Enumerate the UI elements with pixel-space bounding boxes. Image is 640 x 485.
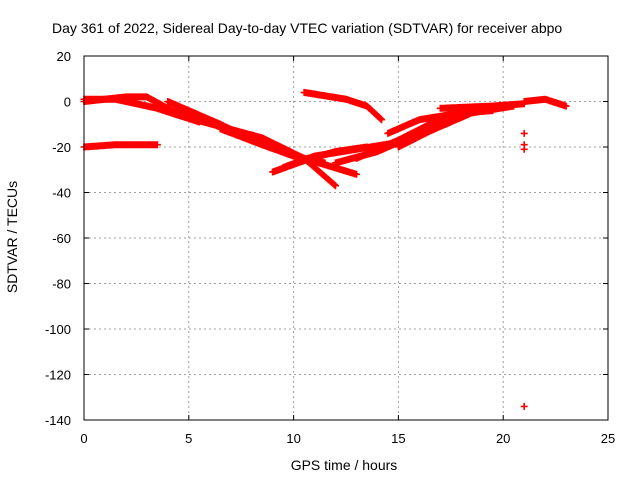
x-tick-label: 0 (80, 431, 87, 446)
y-tick-label: -40 (52, 186, 71, 201)
ticks: 0 5 10 15 20 25 20 0 -20 -40 -60 -80 -100 -120 -140 (45, 49, 615, 446)
x-tick-label: 25 (601, 431, 615, 446)
x-axis-label: GPS time / hours (291, 457, 398, 473)
y-tick-label: 20 (57, 49, 71, 64)
y-tick-label: -80 (52, 277, 71, 292)
y-tick-label: -20 (52, 140, 71, 155)
series-track-16 (520, 129, 528, 410)
series-track-9 (300, 88, 386, 124)
y-axis-label: SDTVAR / TECUs (4, 181, 20, 293)
data-point-markers (436, 100, 528, 112)
data-point-markers (520, 129, 528, 410)
plot-frame (83, 55, 609, 421)
y-tick-label: 0 (64, 95, 71, 110)
series-track-15 (520, 95, 570, 110)
y-tick-label: -120 (45, 368, 71, 383)
x-tick-label: 10 (286, 431, 300, 446)
chart-title: Day 361 of 2022, Sidereal Day-to-day VTE… (52, 20, 562, 36)
data-points (80, 88, 570, 410)
data-point-markers (300, 88, 386, 124)
y-tick-label: -140 (45, 413, 71, 428)
data-point-markers (520, 95, 570, 110)
y-tick-label: -100 (45, 322, 71, 337)
x-tick-label: 15 (391, 431, 405, 446)
y-tick-label: -60 (52, 231, 71, 246)
series-track-14 (436, 100, 528, 112)
x-tick-label: 20 (496, 431, 510, 446)
x-tick-label: 5 (185, 431, 192, 446)
